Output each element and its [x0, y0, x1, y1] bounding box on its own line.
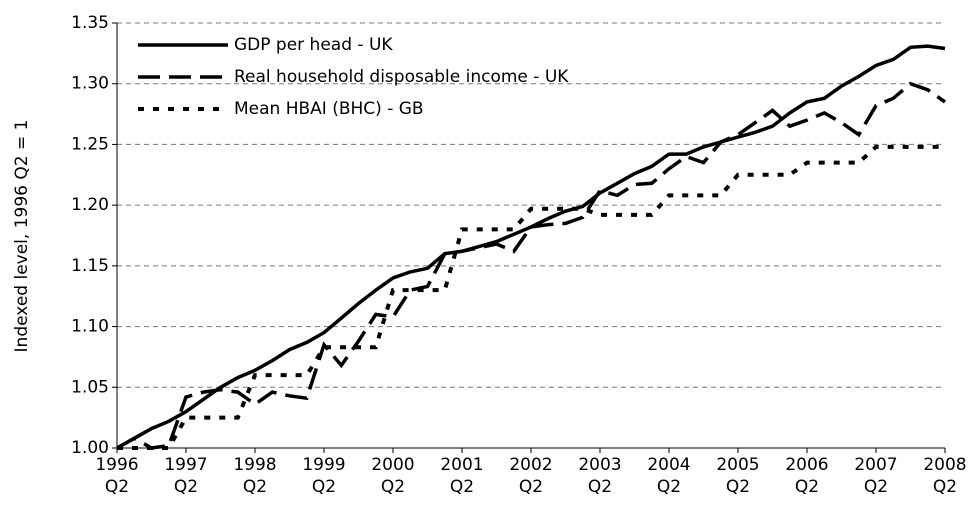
y-tick-label: 1.00: [71, 438, 109, 458]
x-tick-label: 2004 Q2: [647, 455, 691, 497]
x-tick-label: 1999 Q2: [302, 455, 346, 497]
x-tick-label: 1997 Q2: [164, 455, 208, 497]
legend-label: Mean HBAI (BHC) - GB: [234, 99, 424, 119]
y-tick-label: 1.05: [71, 377, 109, 397]
y-tick-label: 1.15: [71, 256, 109, 276]
y-tick-label: 1.30: [71, 74, 109, 94]
x-tick-label: 2002 Q2: [509, 455, 553, 497]
x-tick-label: 1996 Q2: [95, 455, 139, 497]
series-line: [117, 144, 945, 450]
x-tick-label: 2006 Q2: [785, 455, 829, 497]
x-tick-label: 2007 Q2: [854, 455, 898, 497]
x-tick-label: 2001 Q2: [440, 455, 484, 497]
legend-label: GDP per head - UK: [234, 35, 393, 55]
y-tick-label: 1.20: [71, 195, 109, 215]
series-line: [116, 44, 946, 450]
x-tick-label: 2003 Q2: [578, 455, 622, 497]
legend-label: Real household disposable income - UK: [234, 67, 569, 87]
y-tick-label: 1.25: [71, 134, 109, 154]
x-tick-label: 2000 Q2: [371, 455, 415, 497]
x-tick-label: 2008 Q2: [923, 455, 967, 497]
y-tick-label: 1.10: [71, 317, 109, 337]
series-line: [116, 81, 947, 450]
y-tick-label: 1.35: [71, 13, 109, 33]
x-tick-label: 1998 Q2: [233, 455, 277, 497]
x-tick-label: 2005 Q2: [716, 455, 760, 497]
y-axis-title: Indexed level, 1996 Q2 = 1: [12, 120, 32, 353]
